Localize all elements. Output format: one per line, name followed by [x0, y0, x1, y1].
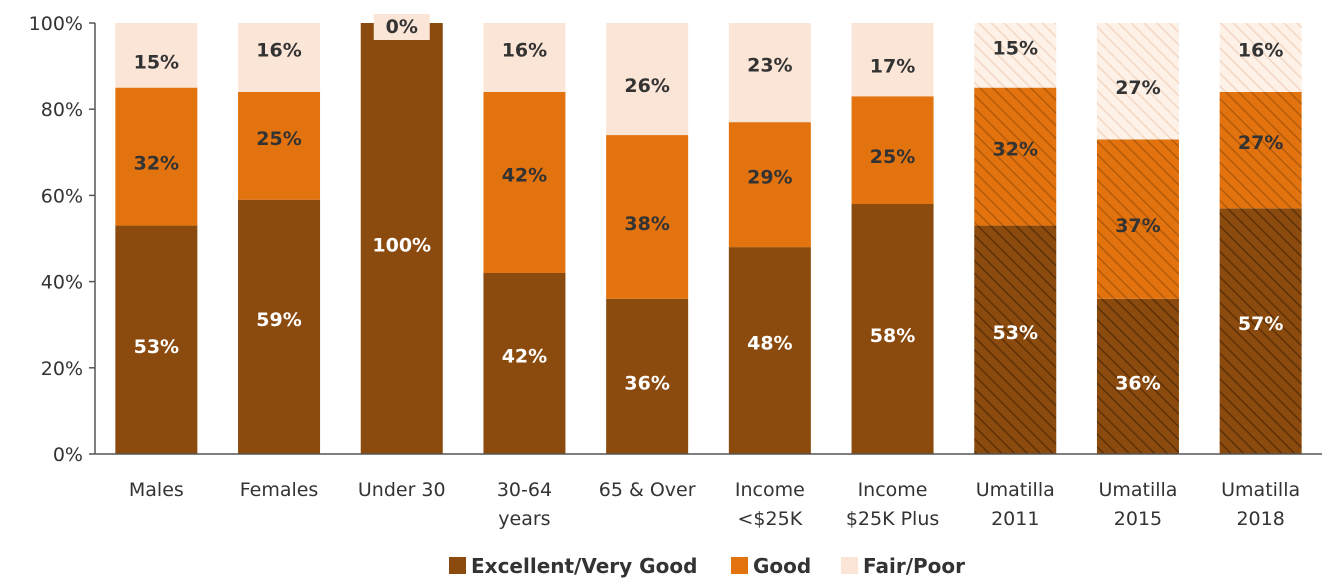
legend-swatch [841, 557, 858, 574]
bar-segment [851, 23, 934, 97]
data-label: 0% [386, 16, 418, 38]
data-label: 15% [993, 37, 1038, 59]
data-label: 38% [624, 213, 669, 235]
data-label: 26% [624, 75, 669, 97]
x-tick-label: 65 & Over [599, 479, 696, 501]
data-label: 32% [134, 153, 179, 175]
legend-swatch [449, 557, 466, 574]
bar-segment [483, 23, 566, 92]
data-label: 58% [870, 325, 915, 347]
bar-segment [851, 204, 934, 454]
data-label: 16% [256, 39, 301, 61]
y-tick-label: 40% [41, 272, 83, 294]
x-tick-label: Under 30 [358, 479, 446, 501]
y-tick-label: 100% [29, 13, 83, 35]
data-label: 59% [256, 309, 301, 331]
axis-layer: 0% 20% 40% 60% 80% 100% Males Females Under 30 30… [29, 13, 1322, 530]
y-tick-label: 20% [41, 358, 83, 380]
data-label: 57% [1238, 313, 1283, 335]
x-tick-label: Income <$25K [735, 479, 805, 530]
data-label: 15% [134, 51, 179, 73]
data-label: 36% [1115, 372, 1160, 394]
data-label: 16% [1238, 39, 1283, 61]
data-label: 42% [502, 345, 547, 367]
data-label: 48% [747, 333, 792, 355]
bars-layer [115, 23, 1302, 454]
legend: Excellent/Very Good Good Fair/Poor [449, 554, 965, 578]
x-tick-label: Umatilla 2018 [1221, 479, 1300, 530]
bar-segment [974, 225, 1057, 454]
bar-segment [115, 87, 198, 226]
bar-segment [974, 87, 1057, 226]
data-label: 37% [1115, 215, 1160, 237]
bar-segment [974, 23, 1057, 88]
bar-segment [728, 247, 811, 454]
legend-swatch [731, 557, 748, 574]
data-label: 27% [1238, 132, 1283, 154]
bar-segment [115, 23, 198, 88]
y-tick-label: 0% [53, 444, 83, 466]
data-label: 29% [747, 167, 792, 189]
x-tick-label: Males [129, 479, 184, 501]
bar-segment [360, 23, 443, 454]
bar-segment [483, 91, 566, 273]
data-label-backing [373, 14, 430, 40]
data-label: 36% [624, 372, 669, 394]
bar-segment [1096, 139, 1179, 299]
bar-segment [606, 298, 689, 454]
bar-segment [851, 96, 934, 205]
data-label: 25% [870, 146, 915, 168]
x-tick-label: Umatilla 2015 [1098, 479, 1177, 530]
bar-segment [728, 23, 811, 123]
legend-label: Excellent/Very Good [471, 554, 697, 578]
bar-segment [606, 23, 689, 136]
bar-segment [238, 23, 321, 92]
data-label: 32% [993, 139, 1038, 161]
bar-segment [1219, 23, 1302, 92]
data-label: 16% [502, 39, 547, 61]
bar-segment [1219, 91, 1302, 209]
bar-segment [238, 199, 321, 454]
data-label: 42% [502, 164, 547, 186]
data-label: 23% [747, 55, 792, 77]
legend-label: Fair/Poor [863, 554, 965, 578]
y-tick-label: 80% [41, 99, 83, 121]
bar-segment [238, 91, 321, 200]
x-tick-label: Income $25K Plus [846, 479, 939, 530]
x-tick-label: Females [240, 479, 319, 501]
data-label: 27% [1115, 77, 1160, 99]
data-labels-layer: 53% 32% 15% 59% 25% 16% 100% 0% 42% 42% 16% 36% 38% 2… [134, 14, 1283, 394]
bar-segment [606, 135, 689, 299]
bar-segment [115, 225, 198, 454]
bar-segment [1096, 298, 1179, 454]
data-label: 25% [256, 128, 301, 150]
bar-segment [1219, 208, 1302, 454]
x-tick-label: 30-64 years [497, 479, 552, 530]
data-label: 53% [134, 336, 179, 358]
data-label: 53% [993, 322, 1038, 344]
x-tick-label: Umatilla 2011 [976, 479, 1055, 530]
data-label: 100% [372, 235, 431, 257]
y-tick-label: 60% [41, 185, 83, 207]
bar-segment [728, 122, 811, 248]
bar-segment [483, 272, 566, 454]
legend-label: Good [753, 554, 811, 578]
bar-segment [1096, 23, 1179, 140]
data-label: 17% [870, 56, 915, 78]
